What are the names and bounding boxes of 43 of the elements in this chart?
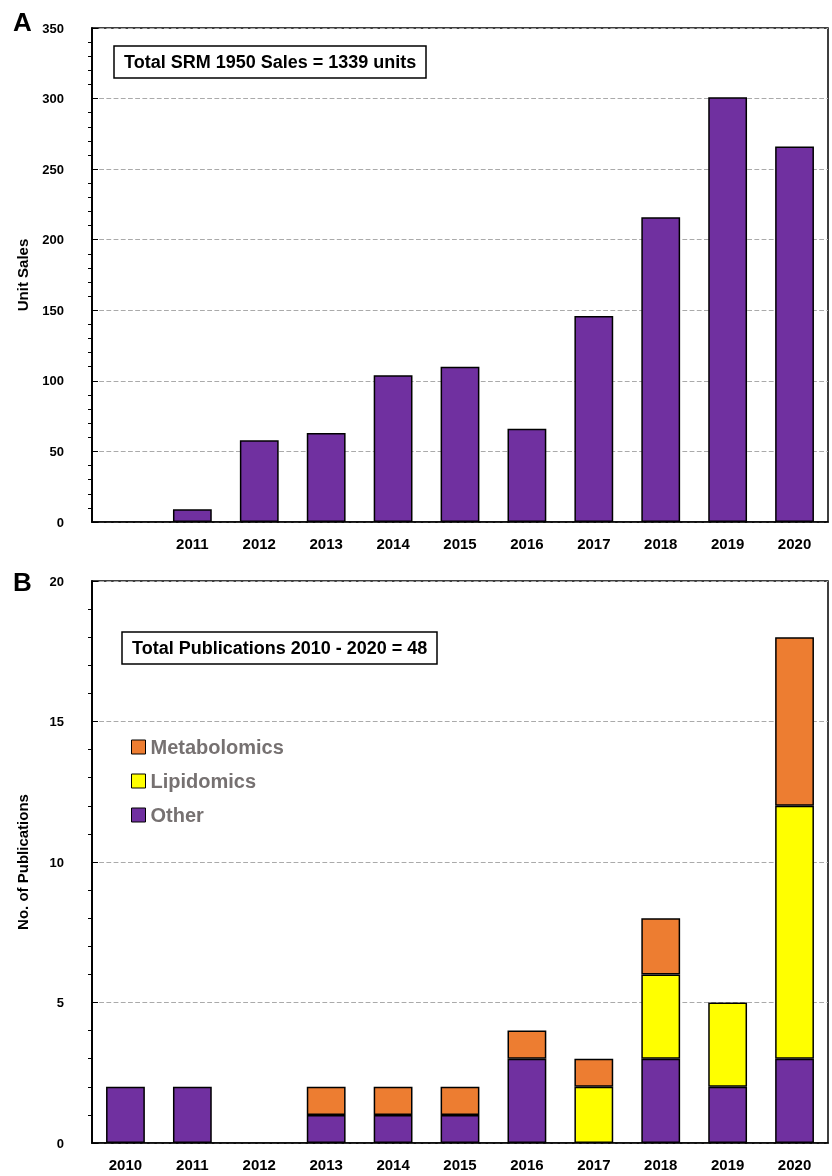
annotation: Total Publications 2010 - 2020 = 48 bbox=[132, 638, 428, 658]
x-tick-label: 2018 bbox=[644, 1156, 678, 1173]
y-tick-label: 150 bbox=[42, 302, 64, 318]
x-tick-label: 2014 bbox=[376, 535, 411, 552]
y-tick-label: 200 bbox=[42, 232, 64, 248]
x-tick-label: 2020 bbox=[777, 535, 812, 552]
x-tick-label: 2019 bbox=[710, 535, 745, 552]
x-tick-label: 2012 bbox=[242, 1156, 276, 1173]
text: A bbox=[13, 7, 32, 37]
x-tick-label: 2015 bbox=[443, 1156, 477, 1173]
legend-label: Metabolomics bbox=[150, 736, 284, 758]
x-tick-label: 2020 bbox=[777, 1156, 812, 1173]
x-tick-label: 2010 bbox=[108, 1156, 143, 1173]
y-tick-label: 5 bbox=[56, 995, 64, 1010]
y-tick-label: 250 bbox=[42, 161, 64, 177]
y-tick-label: 0 bbox=[56, 1135, 64, 1151]
y-tick-label: 350 bbox=[42, 20, 64, 36]
x-tick-label: 2015 bbox=[443, 535, 477, 552]
x-tick-label: 2013 bbox=[309, 535, 343, 552]
x-tick-label: 2017 bbox=[577, 535, 611, 552]
y-tick-label: 100 bbox=[42, 373, 64, 389]
x-tick-label: 2014 bbox=[376, 1156, 411, 1173]
annotation: Total SRM 1950 Sales = 1339 units bbox=[124, 52, 417, 72]
legend-label: Other bbox=[150, 804, 205, 826]
y-tick-label: 10 bbox=[49, 854, 64, 870]
y-axis-title: No. of Publications bbox=[14, 794, 31, 930]
legend-label: Lipidomics bbox=[150, 770, 257, 792]
x-tick-label: 2017 bbox=[577, 1156, 611, 1173]
x-tick-label: 2011 bbox=[176, 1156, 209, 1173]
text: B bbox=[13, 567, 32, 597]
x-tick-label: 2018 bbox=[644, 535, 678, 552]
x-tick-label: 2016 bbox=[510, 535, 544, 552]
y-tick-label: 15 bbox=[49, 714, 64, 729]
x-tick-label: 2012 bbox=[242, 535, 276, 552]
y-tick-label: 300 bbox=[42, 91, 64, 107]
y-tick-label: 20 bbox=[49, 573, 64, 589]
y-tick-label: 0 bbox=[56, 514, 64, 530]
x-tick-label: 2016 bbox=[510, 1156, 544, 1173]
x-tick-label: 2013 bbox=[309, 1156, 343, 1173]
x-tick-label: 2019 bbox=[710, 1156, 745, 1173]
y-axis-title: Unit Sales bbox=[14, 238, 31, 312]
x-tick-label: 2011 bbox=[176, 535, 209, 552]
y-tick-label: 50 bbox=[49, 443, 64, 459]
